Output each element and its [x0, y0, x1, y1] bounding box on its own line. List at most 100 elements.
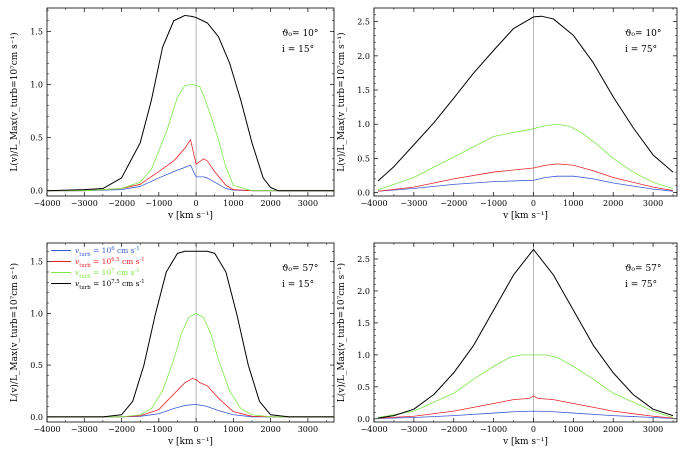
y-tick-label: 2.0 — [357, 52, 370, 61]
legend-entry-part: 6 — [111, 246, 115, 252]
x-tick-label: 1000 — [563, 199, 583, 208]
y-tick-label: 1.5 — [357, 86, 370, 95]
x-tick-label: 1000 — [223, 199, 243, 208]
y-tick-label: 0.0 — [30, 187, 43, 196]
y-tick-label: 0.0 — [357, 189, 370, 198]
y-tick-label: 1.0 — [30, 309, 43, 318]
x-tick-label: −4000 — [360, 425, 387, 434]
annotation-inclination: i = 75° — [625, 45, 657, 55]
x-tick-label: −3000 — [400, 425, 427, 434]
y-tick-label: 2.5 — [357, 255, 370, 264]
x-tick-label: 0 — [194, 425, 199, 434]
legend-entry-part: v — [75, 257, 80, 266]
legend-entry-part: cm s — [115, 268, 135, 277]
series-line — [47, 164, 334, 192]
series-line — [377, 123, 674, 191]
x-tick-label: −1000 — [480, 425, 507, 434]
x-tick-label: −2000 — [108, 199, 135, 208]
series-line — [377, 410, 674, 419]
x-tick-label: −4000 — [33, 425, 60, 434]
y-tick-label: 0.5 — [357, 383, 370, 392]
x-tick-label: −3000 — [71, 425, 98, 434]
annotation-inclination: i = 75° — [625, 280, 657, 290]
panel-top-left: −4000 −3000 −2000 −1000 0 1000 2000 3000 0.0 0.5 1… — [9, 7, 335, 221]
legend-entry-part: turb — [79, 285, 91, 291]
legend-entry-part: = 10 — [91, 279, 112, 288]
legend-entry-part: 7 — [111, 268, 114, 274]
plot-frame — [46, 242, 335, 423]
x-tick-label: −4000 — [360, 199, 387, 208]
legend-entry-part: v — [75, 268, 80, 277]
plot-frame — [373, 242, 678, 423]
y-axis-label: L(v)/L_Max(v_turb=10⁷cm s⁻¹) — [9, 32, 20, 171]
series-line — [46, 14, 334, 192]
y-tick-label: 0.0 — [30, 413, 43, 422]
panel-top-right: −4000 −3000 −2000 −1000 0 1000 2000 3000 0.0 0.5 1… — [336, 7, 678, 221]
y-axis-label: L(v)/L_Max(v_turb=10⁷cm s⁻¹) — [336, 32, 347, 171]
x-tick-label: −1000 — [480, 199, 507, 208]
legend-entry: vturb = 106.5 cm s-1 — [75, 257, 145, 269]
x-tick-label: 0 — [531, 425, 536, 434]
y-tick-label: 0.5 — [30, 361, 43, 370]
legend-entry: vturb = 106 cm s-1 — [75, 246, 140, 258]
series-line — [377, 175, 674, 192]
y-tick-label: 1.5 — [357, 319, 370, 328]
legend-entry: vturb = 107 cm s-1 — [75, 268, 140, 280]
x-tick-label: 2000 — [603, 199, 623, 208]
x-tick-label: 0 — [194, 199, 199, 208]
legend-entry-part: -1 — [135, 246, 140, 252]
x-axis-label: v [km s⁻¹] — [167, 211, 213, 221]
x-tick-label: −2000 — [108, 425, 135, 434]
y-tick-label: 2.5 — [357, 18, 370, 27]
x-axis-label: v [km s⁻¹] — [167, 437, 213, 447]
x-tick-label: −2000 — [440, 199, 467, 208]
plot-frame — [46, 7, 335, 197]
annotation-theta: ϑ₀= 10° — [282, 29, 318, 39]
series-line — [377, 354, 674, 418]
x-tick-label: 1000 — [563, 425, 583, 434]
x-axis-label: v [km s⁻¹] — [502, 211, 548, 221]
legend-entry: vturb = 107.5 cm s-1 — [75, 279, 145, 291]
x-axis-label: v [km s⁻¹] — [502, 437, 548, 447]
annotation-theta: ϑ₀= 10° — [625, 29, 661, 39]
annotation-inclination: i = 15° — [282, 280, 314, 290]
legend-entry-part: -1 — [140, 257, 145, 263]
series-line — [47, 378, 334, 418]
legend-entry-part: cm s — [115, 246, 135, 255]
y-tick-label: 0.0 — [357, 415, 370, 424]
legend-entry-part: = 10 — [91, 257, 112, 266]
series-line — [47, 312, 334, 418]
x-tick-label: 3000 — [298, 425, 318, 434]
annotation-inclination: i = 15° — [282, 45, 314, 55]
y-tick-label: 1.5 — [30, 27, 43, 36]
legend-entry-part: turb — [79, 252, 91, 258]
x-tick-label: 2000 — [260, 425, 280, 434]
plot-frame — [373, 7, 678, 197]
x-tick-label: 2000 — [260, 199, 280, 208]
x-tick-label: −2000 — [440, 425, 467, 434]
legend-entry-part: v — [75, 279, 80, 288]
series-line — [47, 84, 334, 192]
legend-entry-part: v — [75, 246, 80, 255]
annotation-theta: ϑ₀= 57° — [625, 264, 661, 274]
x-tick-label: −1000 — [145, 199, 172, 208]
y-tick-label: 2.0 — [357, 287, 370, 296]
y-axis-label: L(v)/L_Max(v_turb=10⁷cm s⁻¹) — [9, 263, 20, 402]
y-axis-label: L(v)/L_Max(v_turb=10⁷cm s⁻¹) — [336, 263, 347, 402]
legend-entry-part: -1 — [135, 268, 140, 274]
annotation-theta: ϑ₀= 57° — [282, 264, 318, 274]
x-tick-label: −3000 — [71, 199, 98, 208]
y-tick-label: 0.5 — [357, 154, 370, 163]
x-tick-label: 3000 — [643, 199, 663, 208]
legend-entry-part: turb — [79, 263, 91, 269]
series-line — [377, 163, 674, 192]
x-tick-label: 3000 — [643, 425, 663, 434]
series-line — [47, 250, 334, 418]
y-tick-label: 1.0 — [30, 80, 43, 89]
x-tick-label: −3000 — [400, 199, 427, 208]
y-tick-label: 0.5 — [30, 134, 43, 143]
x-tick-label: −4000 — [33, 199, 60, 208]
legend-entry-part: 7.5 — [111, 279, 119, 285]
legend-entry-part: cm s — [120, 279, 140, 288]
legend-entry-part: turb — [79, 274, 91, 280]
